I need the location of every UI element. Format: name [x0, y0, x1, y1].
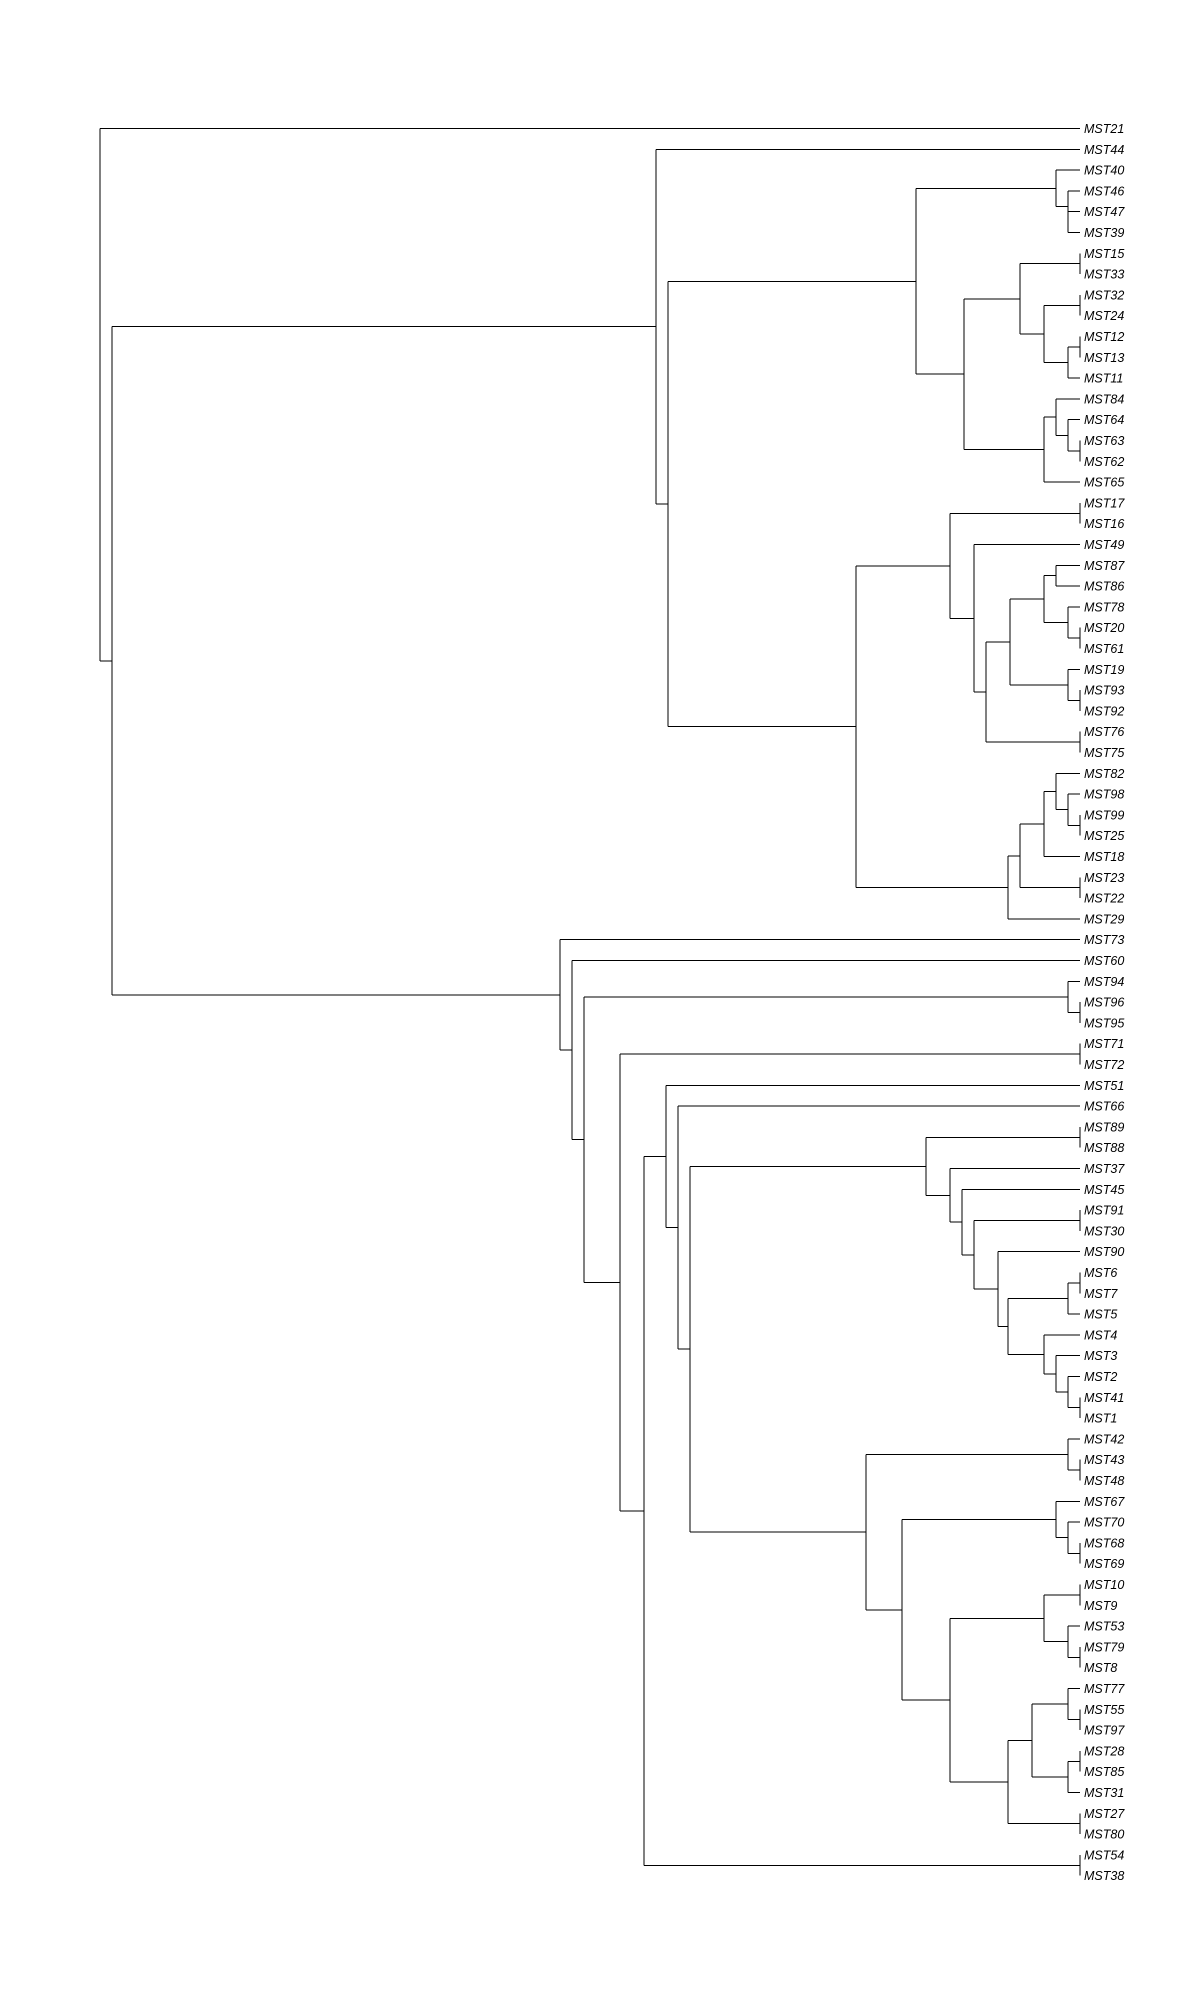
tip-label: MST99	[1084, 808, 1124, 822]
tip-label: MST96	[1084, 996, 1124, 1010]
tip-label: MST1	[1084, 1412, 1117, 1426]
tip-label: MST79	[1084, 1640, 1124, 1654]
tip-label: MST20	[1084, 621, 1124, 635]
tip-label: MST65	[1084, 476, 1124, 490]
tip-label: MST80	[1084, 1828, 1124, 1842]
tip-label: MST9	[1084, 1599, 1117, 1613]
tip-label: MST38	[1084, 1869, 1124, 1883]
tip-label: MST70	[1084, 1516, 1124, 1530]
tip-label: MST87	[1084, 559, 1125, 573]
tip-label: MST15	[1084, 247, 1124, 261]
tip-label: MST45	[1084, 1183, 1124, 1197]
tip-label: MST69	[1084, 1557, 1124, 1571]
tip-label: MST89	[1084, 1120, 1124, 1134]
tip-label: MST60	[1084, 954, 1124, 968]
tip-label: MST48	[1084, 1474, 1124, 1488]
tip-label: MST95	[1084, 1016, 1124, 1030]
tip-label: MST47	[1084, 205, 1125, 219]
tip-label: MST23	[1084, 871, 1124, 885]
tip-label: MST84	[1084, 392, 1124, 406]
tip-label: MST13	[1084, 351, 1124, 365]
tip-label: MST67	[1084, 1495, 1125, 1509]
tip-label: MST78	[1084, 600, 1124, 614]
tip-label: MST29	[1084, 912, 1124, 926]
tip-label: MST64	[1084, 413, 1124, 427]
tip-label: MST27	[1084, 1807, 1125, 1821]
tip-label: MST94	[1084, 975, 1124, 989]
tip-label: MST5	[1084, 1308, 1117, 1322]
tip-label: MST3	[1084, 1349, 1117, 1363]
tip-label: MST91	[1084, 1204, 1124, 1218]
tip-label: MST17	[1084, 496, 1125, 510]
tip-label: MST6	[1084, 1266, 1117, 1280]
tip-label: MST68	[1084, 1536, 1124, 1550]
tip-label: MST92	[1084, 704, 1124, 718]
tip-label: MST77	[1084, 1682, 1125, 1696]
tip-label: MST2	[1084, 1370, 1117, 1384]
tip-label: MST22	[1084, 892, 1124, 906]
tip-label: MST30	[1084, 1224, 1124, 1238]
tip-label: MST12	[1084, 330, 1124, 344]
tip-label: MST82	[1084, 767, 1124, 781]
tip-label: MST71	[1084, 1037, 1124, 1051]
tip-label: MST53	[1084, 1620, 1124, 1634]
tip-label: MST44	[1084, 143, 1124, 157]
tip-label: MST19	[1084, 663, 1124, 677]
tip-label: MST75	[1084, 746, 1124, 760]
tip-label: MST43	[1084, 1453, 1124, 1467]
tip-label: MST25	[1084, 829, 1124, 843]
tip-label: MST8	[1084, 1661, 1117, 1675]
tip-label: MST88	[1084, 1141, 1124, 1155]
tip-label: MST11	[1084, 372, 1123, 386]
tip-label: MST49	[1084, 538, 1124, 552]
tip-label: MST76	[1084, 725, 1124, 739]
tip-label: MST39	[1084, 226, 1124, 240]
tip-label: MST32	[1084, 288, 1124, 302]
tip-label: MST41	[1084, 1391, 1124, 1405]
tip-label: MST46	[1084, 184, 1124, 198]
tip-label: MST28	[1084, 1744, 1124, 1758]
tip-label: MST55	[1084, 1703, 1124, 1717]
tip-label: MST90	[1084, 1245, 1124, 1259]
tip-label: MST37	[1084, 1162, 1125, 1176]
tip-label: MST66	[1084, 1100, 1124, 1114]
tip-label: MST85	[1084, 1765, 1124, 1779]
tip-label: MST31	[1084, 1786, 1124, 1800]
tip-label: MST51	[1084, 1079, 1124, 1093]
tip-label: MST21	[1084, 122, 1124, 136]
tip-labels: MST21 MST44 MST40 MST46 MST47 MST39 MST15 MST33…	[1084, 122, 1125, 1883]
tip-label: MST10	[1084, 1578, 1124, 1592]
tip-label: MST98	[1084, 788, 1124, 802]
dendrogram-edges	[99, 128, 1081, 1876]
tip-label: MST93	[1084, 684, 1124, 698]
tip-label: MST61	[1084, 642, 1124, 656]
tip-label: MST18	[1084, 850, 1124, 864]
tip-label: MST62	[1084, 455, 1124, 469]
tip-label: MST33	[1084, 268, 1124, 282]
tip-label: MST16	[1084, 517, 1124, 531]
tip-label: MST97	[1084, 1724, 1125, 1738]
tip-label: MST54	[1084, 1848, 1124, 1862]
tip-label: MST73	[1084, 933, 1124, 947]
tip-label: MST72	[1084, 1058, 1124, 1072]
tip-label: MST42	[1084, 1432, 1124, 1446]
tip-label: MST63	[1084, 434, 1124, 448]
tip-label: MST4	[1084, 1328, 1117, 1342]
tip-label: MST86	[1084, 580, 1124, 594]
tip-label: MST24	[1084, 309, 1124, 323]
tip-label: MST7	[1084, 1287, 1118, 1301]
tip-label: MST40	[1084, 164, 1124, 178]
